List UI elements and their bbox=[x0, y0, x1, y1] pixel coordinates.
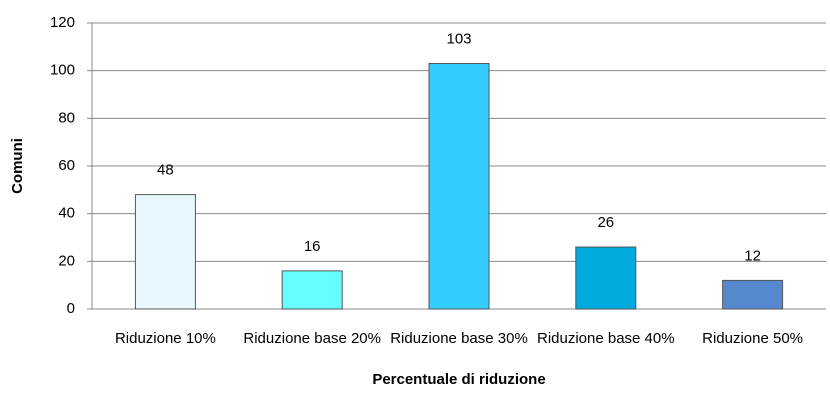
x-tick-label: Riduzione base 30% bbox=[390, 330, 528, 347]
bar bbox=[575, 246, 637, 310]
bar bbox=[428, 63, 490, 310]
y-tick-label: 20 bbox=[58, 252, 75, 269]
bar bbox=[134, 194, 196, 310]
y-tick-label: 40 bbox=[58, 205, 75, 222]
data-label: 16 bbox=[304, 238, 321, 255]
x-tick-label: Riduzione base 20% bbox=[243, 330, 381, 347]
data-label: 12 bbox=[744, 247, 761, 264]
y-tick-label: 100 bbox=[50, 62, 75, 79]
x-tick-label: Riduzione 10% bbox=[114, 330, 216, 347]
bar bbox=[281, 270, 343, 310]
y-tick-label: 120 bbox=[50, 14, 75, 31]
bar bbox=[722, 279, 784, 310]
x-tick-label: Riduzione 50% bbox=[702, 330, 804, 347]
y-axis-label: Comuni bbox=[9, 138, 26, 194]
y-tick-label: 0 bbox=[67, 300, 75, 317]
x-axis-label: Percentuale di riduzione bbox=[372, 371, 545, 388]
data-label: 103 bbox=[446, 30, 471, 47]
data-label: 48 bbox=[157, 162, 174, 179]
y-tick-label: 60 bbox=[58, 157, 75, 174]
x-tick-label: Riduzione base 40% bbox=[536, 330, 675, 347]
y-tick-label: 80 bbox=[58, 109, 75, 126]
data-label: 26 bbox=[597, 214, 614, 231]
